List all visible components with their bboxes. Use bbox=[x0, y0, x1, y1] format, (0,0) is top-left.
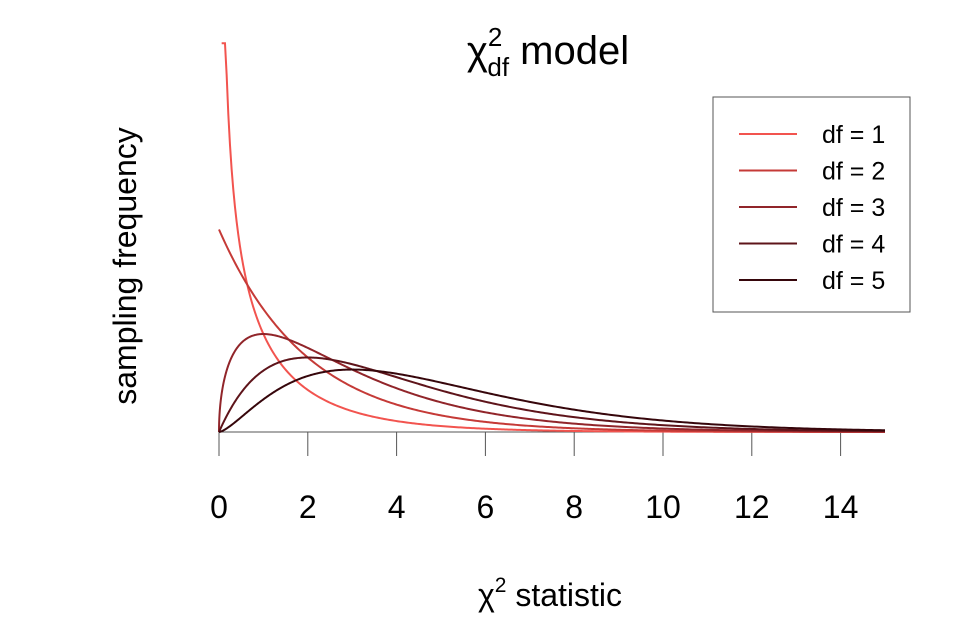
x-tick-label: 14 bbox=[823, 489, 859, 525]
x-tick-label: 8 bbox=[565, 489, 583, 525]
series-line-df-3 bbox=[218, 332, 886, 433]
legend-label: df = 5 bbox=[822, 267, 885, 295]
x-tick-label: 10 bbox=[645, 489, 681, 525]
series-line-df-5 bbox=[218, 368, 886, 433]
series-line-df-4 bbox=[218, 356, 886, 433]
title-superscript: 2 bbox=[488, 22, 502, 52]
title-rest: model bbox=[509, 29, 629, 73]
chart-title: χ2 df model bbox=[467, 22, 629, 82]
legend-label: df = 2 bbox=[822, 158, 885, 186]
legend-label: df = 3 bbox=[822, 194, 885, 222]
xlabel-rest: statistic bbox=[506, 577, 622, 613]
title-subscript: df bbox=[487, 52, 509, 82]
x-tick-label: 12 bbox=[734, 489, 770, 525]
x-tick-label: 2 bbox=[299, 489, 317, 525]
xlabel-superscript: 2 bbox=[495, 574, 507, 597]
legend-box bbox=[712, 96, 911, 313]
legend: df = 1 df = 2 df = 3 df = 4 df = 5 bbox=[712, 96, 911, 313]
x-axis: 0 2 4 6 8 10 12 14 bbox=[210, 431, 859, 525]
x-tick-label: 4 bbox=[388, 489, 406, 525]
title-symbol: χ bbox=[467, 29, 488, 73]
series-layer bbox=[218, 42, 886, 433]
x-axis-label: χ2 statistic bbox=[478, 574, 622, 613]
legend-label: df = 1 bbox=[822, 121, 885, 149]
x-tick-label: 0 bbox=[210, 489, 228, 525]
legend-label: df = 4 bbox=[822, 231, 885, 259]
y-axis-label: sampling frequency bbox=[107, 127, 143, 404]
xlabel-symbol: χ bbox=[478, 577, 495, 613]
x-tick-label: 6 bbox=[477, 489, 495, 525]
